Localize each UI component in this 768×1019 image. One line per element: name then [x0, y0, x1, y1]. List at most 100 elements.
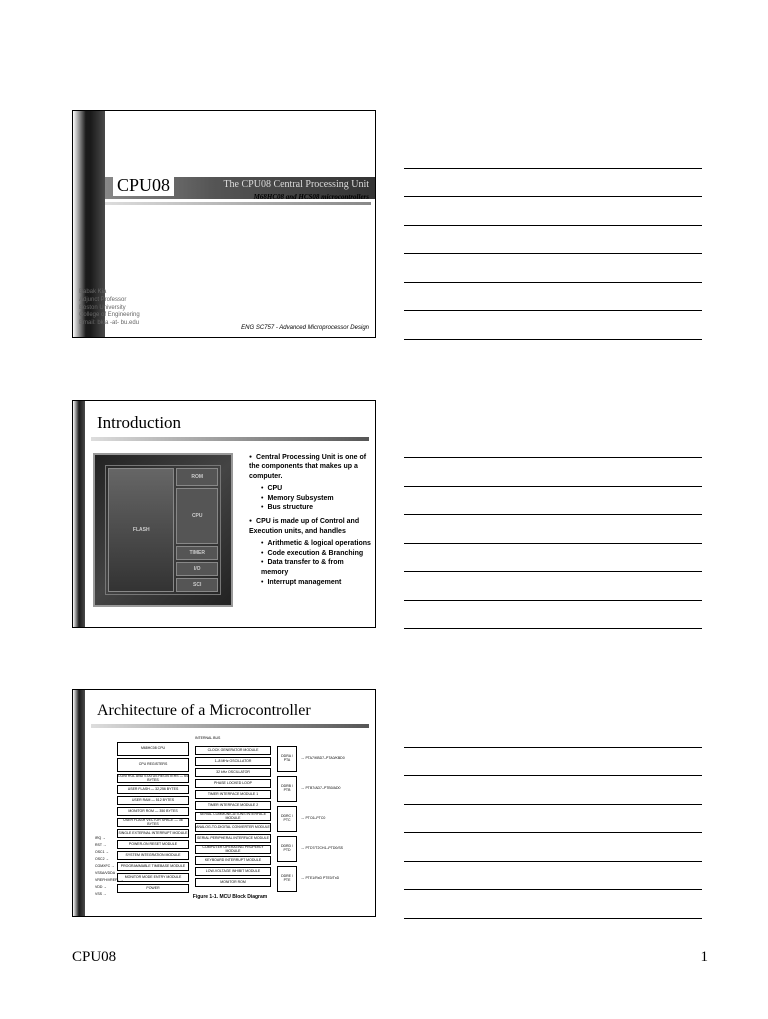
slide-2: Introduction FLASH ROM CPU TIMER I/O SCI… — [72, 400, 376, 628]
slide3-underline — [91, 724, 369, 728]
left-pin: VDD → — [95, 885, 107, 889]
left-block: USER FLASH VECTOR SPACE — 36 BYTES — [117, 818, 189, 827]
left-pin: IRQ → — [95, 836, 106, 840]
chip-block: I/O — [176, 562, 218, 576]
slide2-content: Central Processing Unit is one of the co… — [241, 453, 371, 592]
left-pin: VREFH/VREFL → — [95, 878, 123, 882]
row-2: Introduction FLASH ROM CPU TIMER I/O SCI… — [72, 400, 708, 630]
left-block: MONITOR MODE ENTRY MODULE — [117, 873, 189, 882]
left-pin: VSSA/VDDA → — [95, 871, 119, 875]
slide3-sidebar — [73, 690, 85, 916]
center-block: SERIAL PERIPHERAL INTERFACE MODULE — [195, 834, 271, 843]
center-block: KEYBOARD INTERRUPT MODULE — [195, 856, 271, 865]
bullet-text: CPU is made up of Control and Execution … — [249, 518, 359, 535]
note-line — [404, 197, 702, 226]
bullet-text: Central Processing Unit is one of the co… — [249, 454, 366, 481]
slide3-caption: Figure 1-1. MCU Block Diagram — [95, 894, 365, 900]
slide3-diagram: Figure 1-1. MCU Block Diagram INTERNAL B… — [95, 736, 365, 902]
sub-bullet-item: Memory Subsystem — [261, 494, 371, 504]
note-line — [404, 862, 702, 891]
footer-left: CPU08 — [72, 949, 116, 966]
note-line — [404, 572, 702, 601]
slide2-underline — [91, 437, 369, 441]
chip-block: TIMER — [176, 546, 218, 560]
sub-bullet-text: Arithmetic & logical operations — [267, 540, 370, 547]
port-block: DDRC / PTC — [277, 806, 297, 832]
bullet-item: CPU is made up of Control and Execution … — [249, 517, 371, 588]
row-3: Architecture of a Microcontroller Figure… — [72, 689, 708, 919]
chip-block: SCI — [176, 578, 218, 592]
author-line: Boston University — [79, 305, 140, 313]
left-block: PROGRAMMABLE TIMEBASE MODULE — [117, 862, 189, 871]
slide1-underline — [105, 202, 371, 205]
note-line — [404, 430, 702, 459]
sub-bullet-text: Code execution & Branching — [267, 550, 363, 557]
sub-bullet-text: Data transfer to & from memory — [261, 559, 344, 576]
left-block: CONTROL AND STATUS REGISTERS — 64 BYTES — [117, 774, 189, 783]
port-block: DDRD / PTD — [277, 836, 297, 862]
notes-2 — [404, 400, 702, 630]
chip-block: CPU — [176, 488, 218, 544]
note-line — [404, 719, 702, 748]
bus-label: INTERNAL BUS — [195, 736, 220, 740]
center-block: MONITOR ROM — [195, 878, 271, 887]
note-line — [404, 226, 702, 255]
slide1-subsub: M68HC08 and HCS08 microcontrollers — [254, 193, 369, 201]
note-line — [404, 169, 702, 198]
pin-label: ↔ PTC6–PTC0 — [301, 816, 325, 820]
author-line: Babak Kia — [79, 289, 140, 297]
port-block: DDRB / PTB — [277, 776, 297, 802]
slide2-sidebar — [73, 401, 85, 627]
left-block: SYSTEM INTEGRATION MODULE — [117, 851, 189, 860]
author-line: Email: bkia -at- bu.edu — [79, 320, 140, 328]
note-line — [404, 515, 702, 544]
pin-label: ↔ PTA7/KBD7–PTA0/KBD0 — [301, 756, 345, 760]
port-block: DDRA / PTA — [277, 746, 297, 772]
page: CPU08 The CPU08 Central Processing Unit … — [0, 0, 768, 1019]
author-line: Adjunct Professor — [79, 297, 140, 305]
chip-flash: FLASH — [108, 468, 174, 592]
note-line — [404, 283, 702, 312]
chip-grid: FLASH ROM CPU TIMER I/O SCI — [105, 465, 221, 595]
center-block: TIMER INTERFACE MODULE 1 — [195, 790, 271, 799]
author-line: College of Engineering — [79, 312, 140, 320]
pin-label: ↔ PTD7/T2CH1–PTD0/SS — [301, 846, 343, 850]
slide1-cpu-label: CPU08 — [113, 175, 174, 196]
sub-bullet-item: Interrupt management — [261, 578, 371, 588]
note-line — [404, 776, 702, 805]
sub-bullet-item: Data transfer to & from memory — [261, 558, 371, 578]
note-line — [404, 311, 702, 340]
center-block: TIMER INTERFACE MODULE 2 — [195, 801, 271, 810]
note-line — [404, 805, 702, 834]
slide-1: CPU08 The CPU08 Central Processing Unit … — [72, 110, 376, 338]
left-block: MONITOR ROM — 350 BYTES — [117, 807, 189, 816]
note-line — [404, 890, 702, 919]
slide2-chip-image: FLASH ROM CPU TIMER I/O SCI — [93, 453, 233, 607]
sub-bullet-text: CPU — [267, 485, 282, 492]
sub-bullet-text: Memory Subsystem — [267, 495, 333, 502]
left-block: POWER-ON RESET MODULE — [117, 840, 189, 849]
chip-block: ROM — [176, 468, 218, 487]
notes-1 — [404, 110, 702, 340]
sub-bullet-item: CPU — [261, 484, 371, 494]
sub-bullet-item: Code execution & Branching — [261, 549, 371, 559]
center-block: PHASE LOCKED LOOP — [195, 779, 271, 788]
left-block: POWER — [117, 884, 189, 893]
sub-bullet-item: Bus structure — [261, 503, 371, 513]
left-pin: CGMXFC → — [95, 864, 115, 868]
left-block: SINGLE EXTERNAL INTERRUPT MODULE — [117, 829, 189, 838]
center-block: LOW-VOLTAGE INHIBIT MODULE — [195, 867, 271, 876]
slide1-author: Babak KiaAdjunct ProfessorBoston Univers… — [79, 289, 140, 328]
sub-bullet-text: Bus structure — [267, 504, 313, 511]
note-line — [404, 833, 702, 862]
note-line — [404, 487, 702, 516]
left-block: CPU REGISTERS — [117, 758, 189, 772]
center-block: 1–8 MHz OSCILLATOR — [195, 757, 271, 766]
left-pin: OSC2 → — [95, 857, 109, 861]
left-block: M68HC08 CPU — [117, 742, 189, 756]
pin-label: ↔ PTE1/RxD PTE0/TxD — [301, 876, 339, 880]
sub-bullet-text: Interrupt management — [267, 579, 341, 586]
left-pin: VSS → — [95, 892, 106, 896]
row-1: CPU08 The CPU08 Central Processing Unit … — [72, 110, 708, 340]
center-block: COMPUTER OPERATING PROPERLY MODULE — [195, 845, 271, 854]
